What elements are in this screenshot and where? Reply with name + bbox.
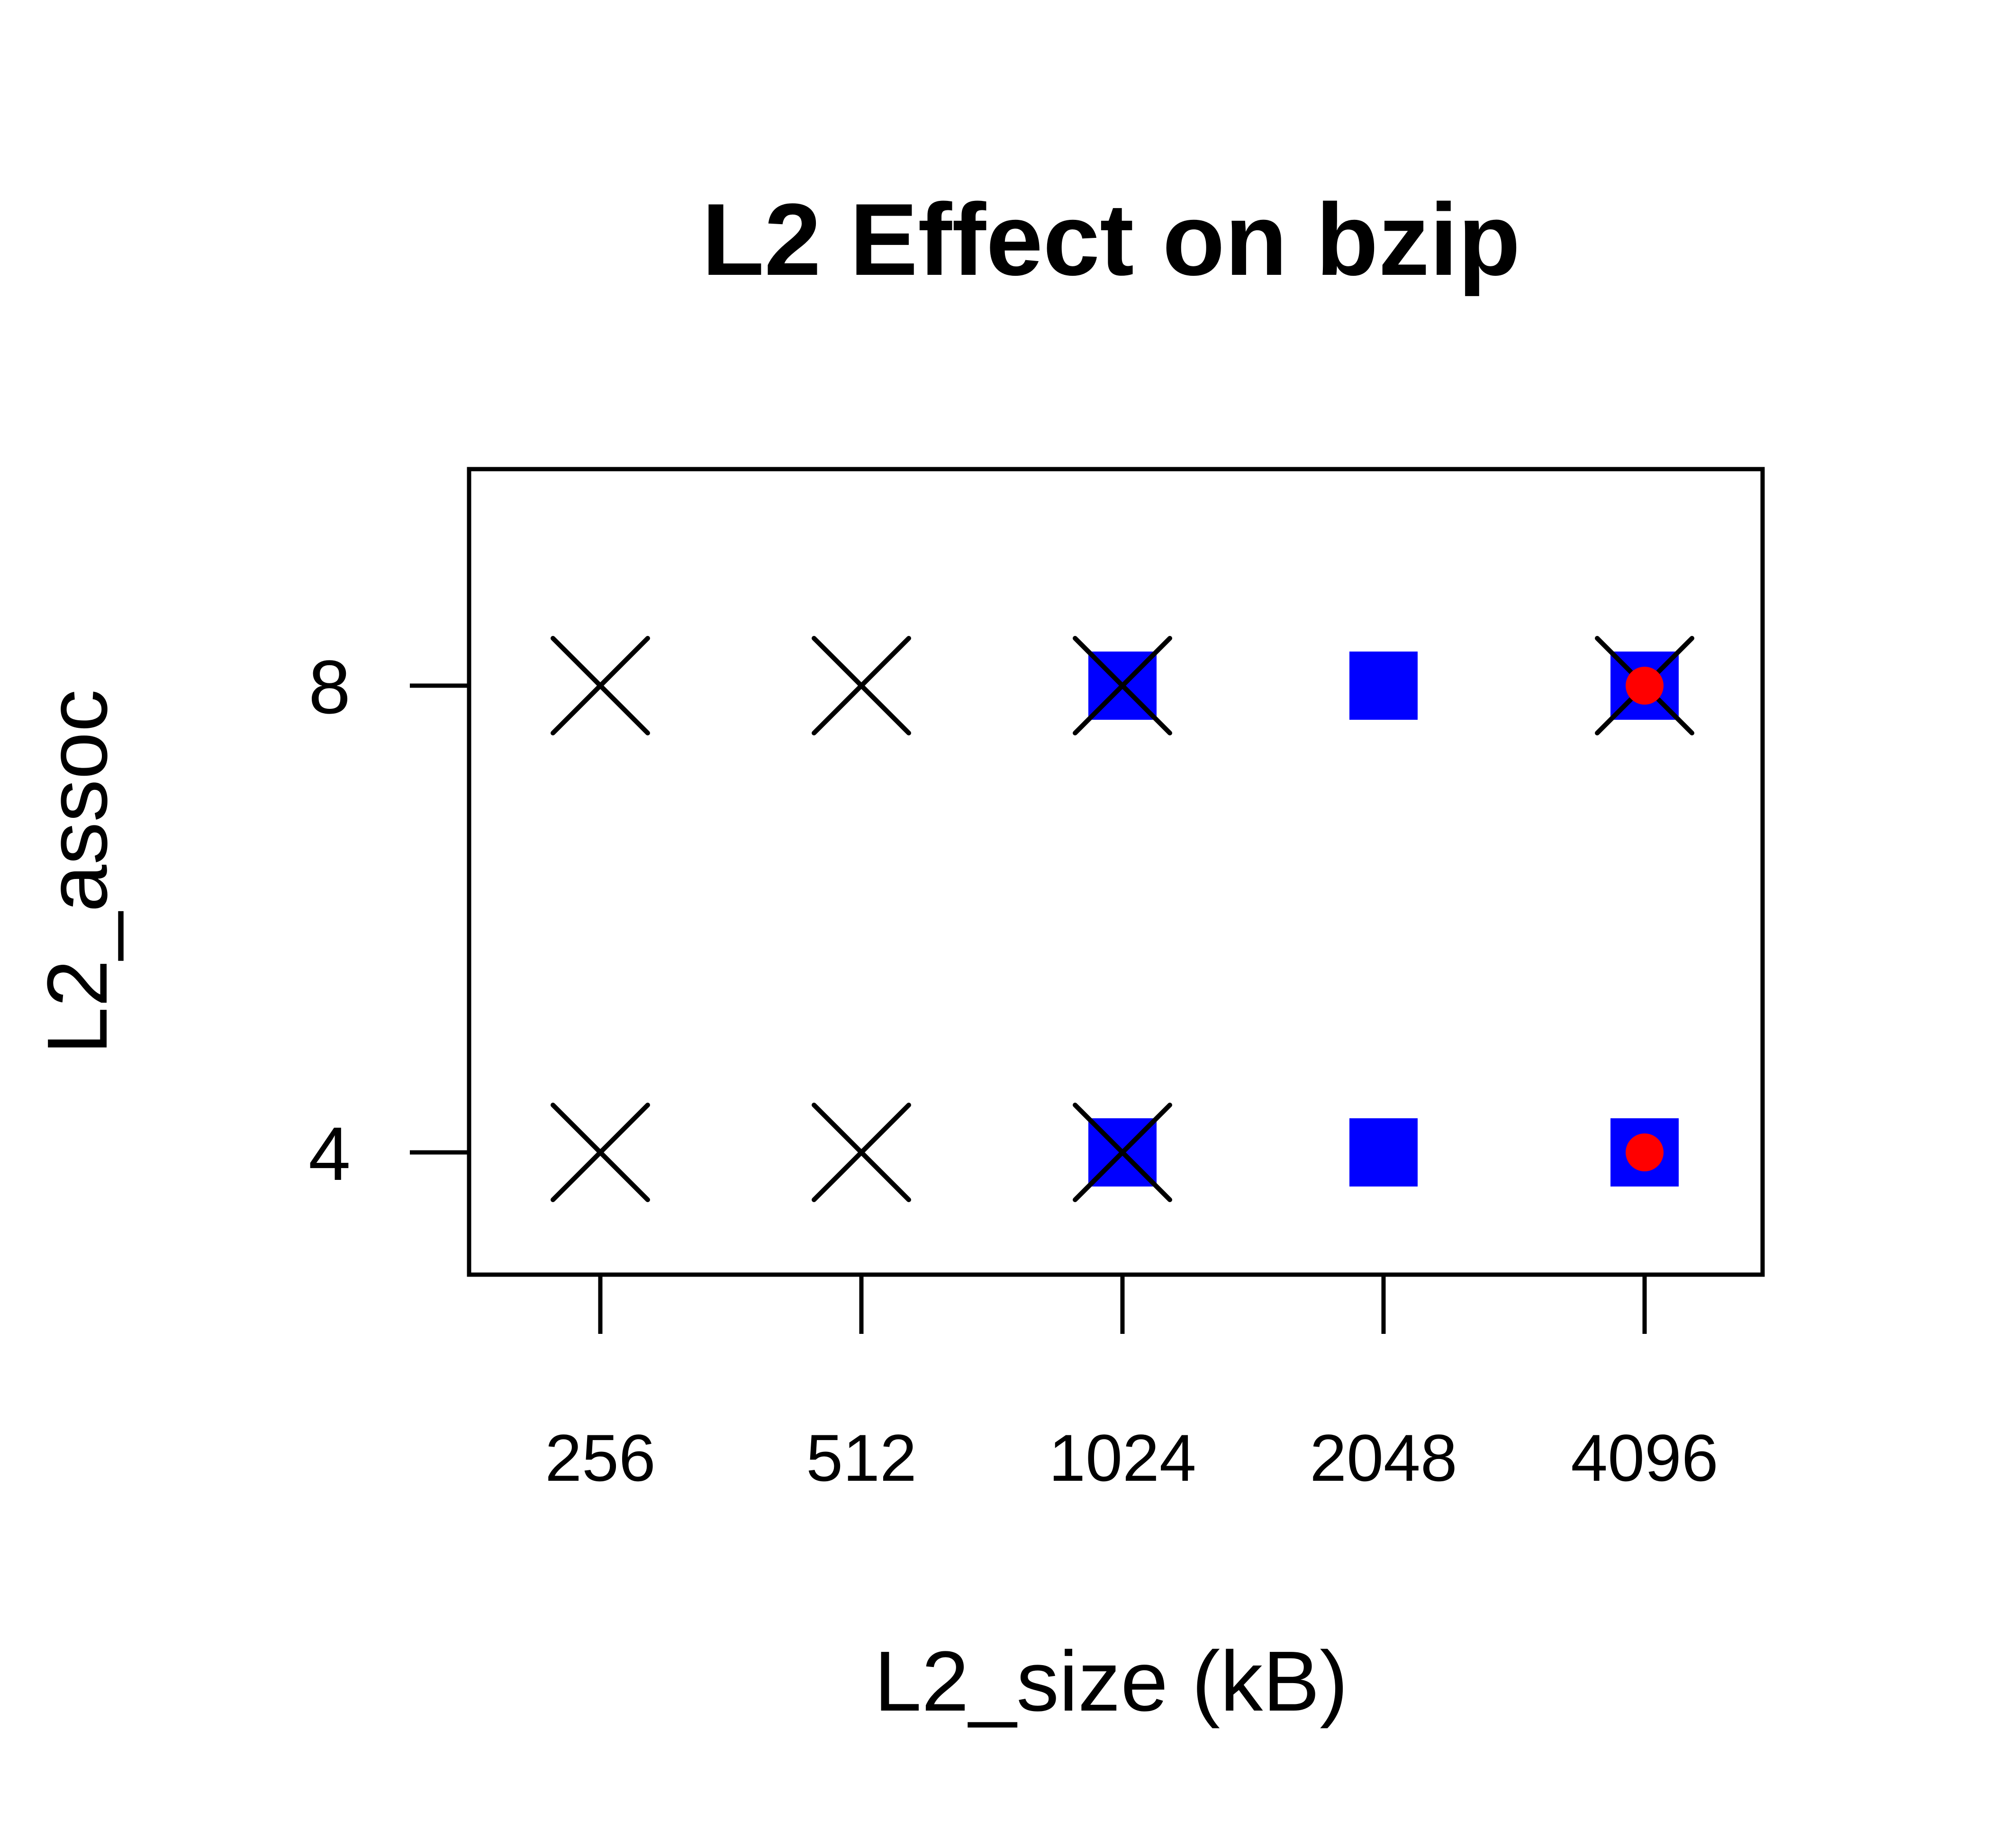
y-axis: 48 [308,644,469,1196]
cross-point-512-4-b [812,1103,911,1202]
x-tick-label-2048: 2048 [1310,1421,1457,1495]
cross-point-1024-4-b [1073,1103,1172,1202]
cross-point-1024-4 [1073,1103,1172,1202]
cross-point-512-8-b [812,636,911,735]
cross-point-1024-8 [1073,636,1172,735]
square-point-2048-8 [1349,652,1418,720]
cross-point-1024-8-b [1073,636,1172,735]
chart-title: L2 Effect on bzip [702,182,1520,297]
circle-point-4096-4 [1626,1133,1664,1171]
cross-point-256-8-b [551,636,650,735]
x-axis: 256 512 1024 2048 4096 [545,1275,1719,1495]
x-tick-label-1024: 1024 [1049,1421,1196,1495]
cross-point-512-8 [812,636,911,735]
plot-frame [467,467,1765,1277]
cross-point-512-4 [812,1103,911,1202]
square-point-2048-4 [1349,1118,1418,1187]
y-axis-label: L2_assoc [30,689,125,1055]
circle-point-4096-8 [1626,667,1664,705]
x-tick-label-256: 256 [545,1421,656,1495]
y-tick-label-8: 8 [308,644,351,729]
x-tick-label-512: 512 [806,1421,917,1495]
y-tick-label-4: 4 [308,1111,351,1196]
cross-point-256-4-b [551,1103,650,1202]
plot-marks [551,636,1694,1202]
x-tick-label-4096: 4096 [1571,1421,1718,1495]
cross-point-256-8 [551,636,650,735]
cross-point-256-4 [551,1103,650,1202]
x-axis-label: L2_size (kB) [874,1634,1348,1729]
